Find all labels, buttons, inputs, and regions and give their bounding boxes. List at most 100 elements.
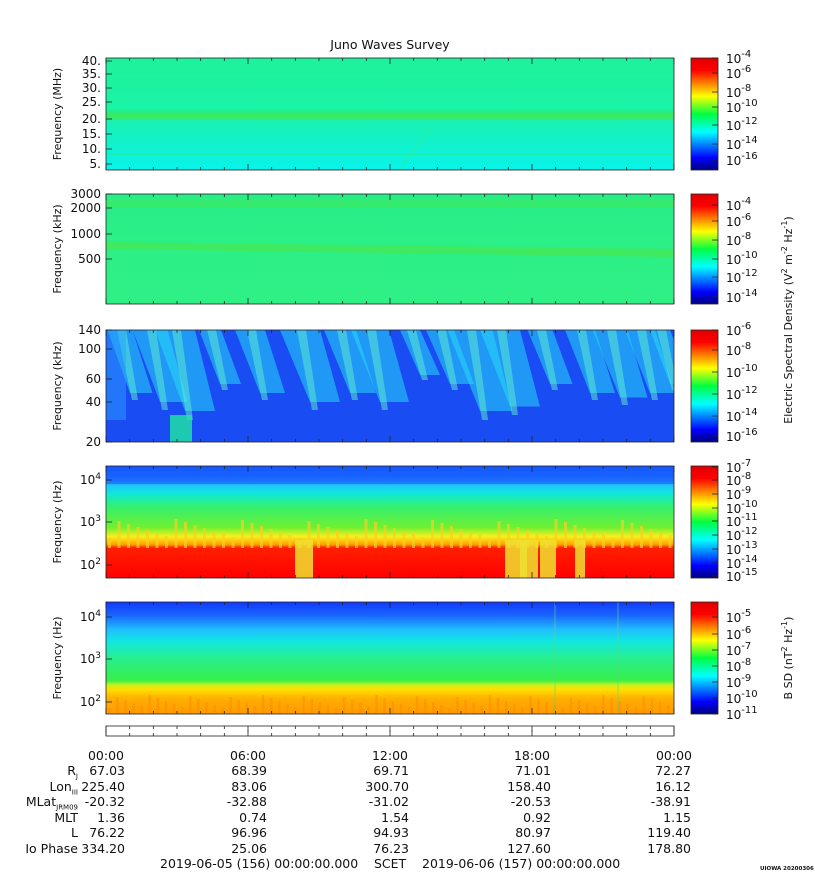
ephemeris-value: 119.40 — [647, 825, 691, 840]
wave-spike — [367, 706, 370, 714]
burst-core — [207, 330, 228, 390]
ephemeris-value: -32.88 — [226, 794, 267, 809]
ephemeris-value: 0.92 — [523, 809, 551, 825]
wave-spike — [630, 523, 634, 548]
gap-feature — [575, 540, 585, 578]
wave-spike — [634, 707, 637, 714]
wave-spike — [611, 537, 615, 548]
wave-spike — [412, 534, 415, 548]
y-tick-label: 5. — [90, 157, 101, 171]
wave-spike — [497, 521, 501, 548]
wave-spike — [193, 525, 197, 548]
ephemeris-value: 69.71 — [373, 763, 409, 778]
wave-spike — [108, 708, 111, 714]
wave-spike — [640, 526, 643, 548]
wave-spike — [146, 530, 149, 548]
y-tick-label: 500 — [78, 252, 101, 266]
wave-spike — [529, 696, 532, 714]
wave-spike — [279, 532, 282, 548]
footer-scet: SCET — [374, 856, 407, 871]
wave-spike — [421, 537, 425, 548]
wave-spike — [507, 524, 510, 548]
wave-spike — [310, 699, 313, 714]
ephemeris-value: -20.32 — [84, 794, 125, 809]
burst-core — [637, 330, 658, 400]
y-tick-label: 25. — [82, 95, 101, 109]
colorbar-tick-label: 10-8 — [726, 231, 751, 248]
wave-spike — [326, 527, 330, 548]
wave-spike — [212, 531, 216, 548]
gap-feature — [520, 540, 538, 578]
ephemeris-value: 96.96 — [231, 825, 267, 840]
colorbar-tick-label: 10-8 — [726, 657, 751, 674]
wave-spike — [564, 522, 567, 548]
colorbar-tick-label: 10-8 — [726, 83, 751, 100]
y-tick-label: 3000 — [70, 187, 101, 201]
colorbar-tick-label: 10-6 — [726, 212, 751, 229]
wave-spike — [431, 520, 434, 548]
wave-spike — [342, 697, 346, 714]
wave-spike — [440, 705, 443, 714]
spectrogram-5-features — [108, 602, 670, 714]
burst-core — [607, 330, 628, 405]
burst-core — [297, 330, 318, 410]
wave-spike — [577, 700, 581, 714]
colorbar-tick-label: 10-12 — [726, 268, 758, 285]
burst-base — [170, 415, 192, 442]
spectrogram-1-band-8mhz — [106, 153, 674, 155]
colorbar-tick-label: 10-14 — [726, 135, 758, 152]
colorbar-tick-label: 10-14 — [726, 407, 758, 424]
spectrogram-5-image — [106, 602, 674, 714]
colorbar-tick-label: 10-5 — [726, 608, 751, 625]
wave-spike — [184, 522, 187, 548]
colorbar-tick-label: 10-14 — [726, 554, 758, 571]
y-tick-label: 15. — [82, 127, 101, 141]
wave-spike — [415, 696, 419, 714]
ephemeris-row-label: LonIII — [49, 778, 78, 797]
wave-spike — [336, 530, 339, 548]
ephemeris-table: 00:00 06:00 12:00 18:00 00:00 RJ 67.03 68.… — [0, 745, 815, 875]
ephemeris-row: Io Phase 334.20 25.06 76.23 127.60 178.80 — [0, 841, 815, 856]
ephemeris-value: 1.36 — [97, 809, 125, 825]
cbar-label-electric: Electric Spectral Density (V2 m-2 Hz-1) — [780, 216, 795, 423]
ephemeris-value: 334.20 — [81, 840, 125, 856]
y-axes: 40.35.30.25. 20.15.10.5. Frequency (MHz) 30… — [51, 54, 112, 709]
y-axis-label: Frequency (Hz) — [51, 617, 64, 700]
colorbar-tick-label: 10-4 — [726, 49, 751, 66]
wave-spike — [469, 532, 472, 548]
wave-spike — [164, 701, 168, 714]
wave-spike — [203, 528, 206, 548]
wave-spike — [658, 702, 662, 714]
y-axis-panel-4: 104 103 102 Frequency (Hz) — [51, 472, 112, 572]
wave-spike — [569, 697, 573, 714]
burst-core — [407, 330, 428, 380]
wave-spike — [326, 705, 330, 714]
wave-spike — [180, 707, 184, 714]
spectrogram-1-band-21mhz — [106, 113, 674, 120]
wave-spike — [592, 531, 596, 548]
ephemeris-value: -20.53 — [510, 794, 551, 809]
wave-spike — [516, 527, 520, 548]
colorbar-tick-label: 10-12 — [726, 116, 758, 133]
y-axis-label: Frequency (Hz) — [51, 481, 64, 564]
y-tick-label: 104 — [80, 609, 101, 624]
wave-spike — [432, 702, 435, 714]
wave-spike — [261, 695, 265, 714]
wave-spike — [375, 695, 378, 714]
colorbar — [690, 601, 719, 715]
chart-title: Juno Waves Survey — [329, 37, 450, 52]
ephemeris-row: L 76.22 96.96 94.93 80.97 119.40 — [0, 825, 815, 840]
x-ticks — [105, 58, 675, 736]
colorbar-tick-label: 10-9 — [726, 673, 751, 690]
wave-spike — [610, 698, 613, 714]
wave-spike — [585, 703, 589, 714]
time-label: 00:00 — [87, 748, 125, 763]
wave-spike — [148, 695, 151, 714]
wave-spike — [478, 535, 482, 548]
ephemeris-value: 71.01 — [515, 763, 551, 778]
colorbar-tick-label: 10-8 — [726, 471, 751, 488]
time-label: 00:00 — [655, 748, 693, 763]
wave-spike — [260, 526, 263, 548]
